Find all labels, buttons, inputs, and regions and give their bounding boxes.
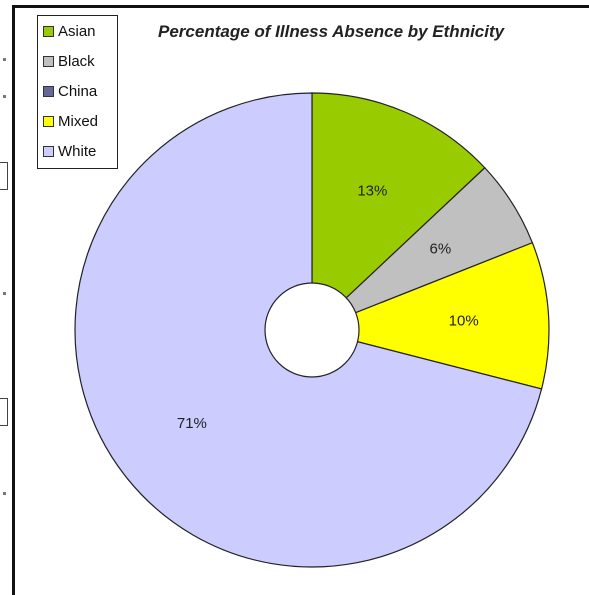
legend-item-mixed: Mixed [43, 111, 98, 131]
edge-tick [3, 95, 6, 98]
edge-tick [3, 58, 6, 61]
pie-chart: 13% 6% 10% 71% [74, 92, 550, 568]
legend-label-white: White [58, 142, 97, 160]
legend-label-mixed: Mixed [58, 112, 99, 130]
edge-tick [3, 492, 6, 495]
legend-swatch-asian [43, 25, 54, 37]
legend-item-black: Black [43, 51, 95, 71]
slice-label-white: 71% [177, 415, 207, 432]
legend: Asian Black China Mixed White [37, 15, 118, 169]
legend-swatch-china [43, 85, 54, 97]
donut-hole [264, 282, 360, 378]
legend-item-china: China [43, 81, 97, 101]
chart-frame [12, 5, 589, 595]
slice-label-black: 6% [429, 241, 451, 258]
legend-label-asian: Asian [58, 22, 96, 40]
chart-title: Percentage of Illness Absence by Ethnici… [158, 22, 505, 41]
edge-tick [3, 292, 6, 295]
slice-label-mixed: 10% [449, 312, 479, 329]
pie-slice-asian [311, 92, 486, 332]
legend-swatch-mixed [43, 115, 54, 127]
legend-item-white: White [43, 141, 96, 161]
legend-swatch-white [43, 145, 54, 157]
legend-swatch-black [43, 55, 54, 67]
resize-handle-lower[interactable] [0, 398, 8, 426]
slice-label-asian: 13% [357, 183, 387, 200]
legend-item-asian: Asian [43, 21, 96, 41]
legend-label-black: Black [58, 52, 95, 70]
legend-label-china: China [58, 82, 98, 100]
pie-slice-mixed [310, 241, 550, 390]
resize-handle-upper[interactable] [0, 162, 8, 190]
